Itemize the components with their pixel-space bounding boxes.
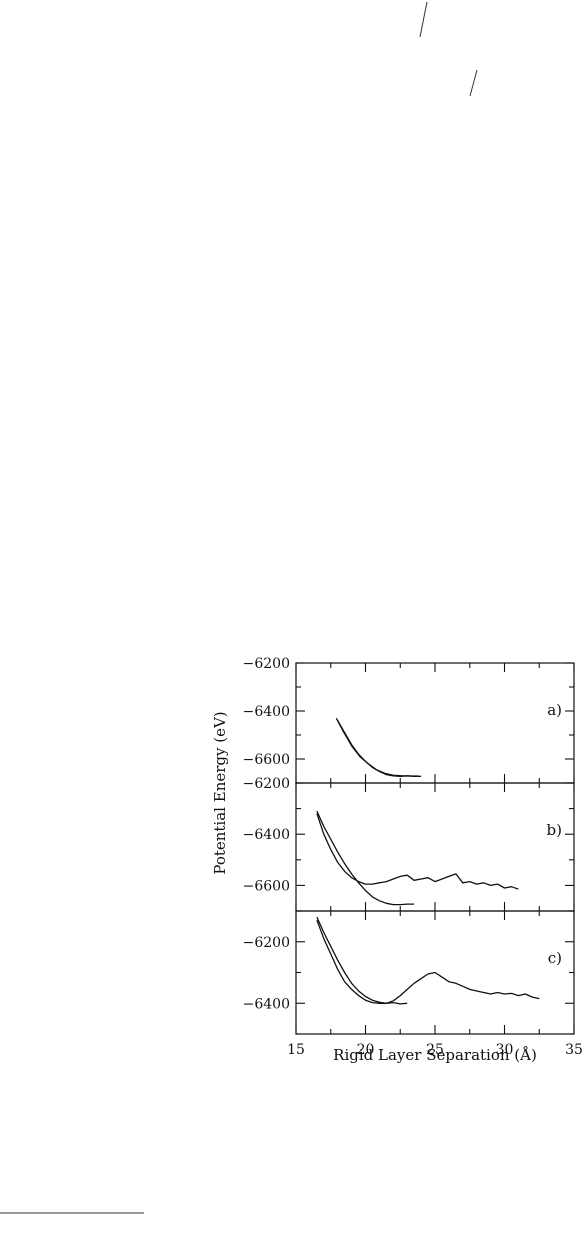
- panel-frame: [295, 782, 575, 912]
- decorative-slash-mark: [419, 1, 428, 38]
- series-line-2: [316, 916, 540, 1004]
- y-tick-label: −6600: [243, 752, 290, 768]
- y-tick-label: −6400: [243, 827, 290, 843]
- panel-label: c): [548, 949, 562, 967]
- x-axis-title: Rigid Layer Separation (Å): [333, 1046, 537, 1064]
- x-tick-label: 30: [496, 1042, 514, 1058]
- panel-label: b): [547, 821, 562, 839]
- x-tick-label: 15: [287, 1042, 305, 1058]
- series-line-1: [337, 720, 422, 777]
- series-line-1: [316, 919, 408, 1005]
- y-axis-title: Potential Energy (eV): [211, 711, 229, 874]
- y-tick-label: −6200: [243, 656, 290, 672]
- x-tick-label: 25: [426, 1042, 444, 1058]
- y-tick-label: −6600: [243, 878, 290, 894]
- series-line-2: [335, 717, 419, 777]
- y-tick-label: −6400: [243, 704, 290, 720]
- series-line-1: [316, 813, 519, 890]
- panel-frame: [295, 662, 575, 784]
- decorative-slash-mark: [469, 69, 478, 97]
- x-tick-label: 35: [565, 1042, 583, 1058]
- potential-energy-chart: −6200 −6400 −6600 a) −6200 −6400 −6600 b) −6200 −…: [243, 656, 583, 1058]
- y-tick-label: −6200: [243, 935, 290, 951]
- panel-label: a): [547, 701, 562, 719]
- y-tick-label: −6200: [243, 776, 290, 792]
- y-tick-label: −6400: [243, 996, 290, 1012]
- x-tick-label: 20: [357, 1042, 375, 1058]
- series-line-2: [316, 810, 415, 906]
